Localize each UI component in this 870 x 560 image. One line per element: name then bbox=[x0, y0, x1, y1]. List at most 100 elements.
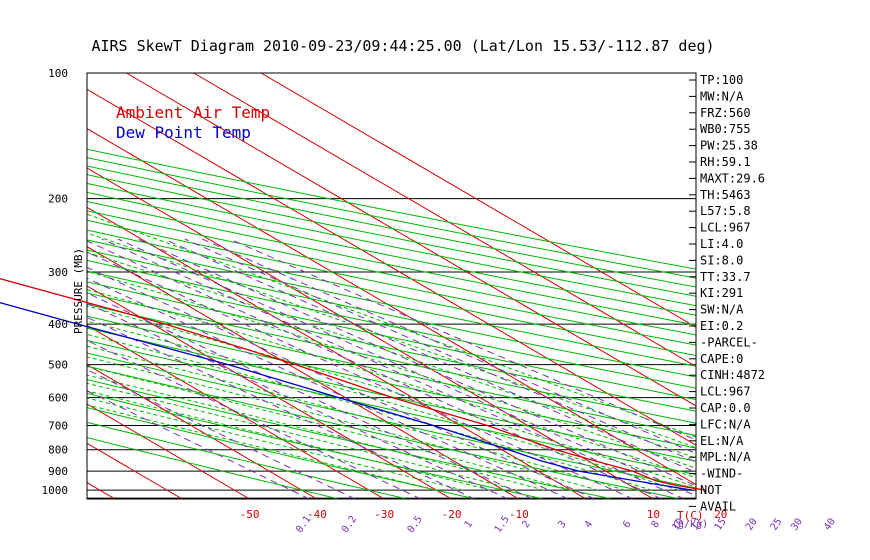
moist-adiabat-line bbox=[87, 305, 696, 488]
pressure-tick-label: 200 bbox=[48, 193, 68, 206]
pressure-tick-label: 300 bbox=[48, 266, 68, 279]
dry-adiabat-line bbox=[87, 191, 696, 316]
index-value: MW:N/A bbox=[700, 89, 744, 103]
pressure-tick-label: 100 bbox=[48, 67, 68, 80]
moist-adiabat-line bbox=[87, 390, 491, 491]
legend-ambient-air-temp: Ambient Air Temp bbox=[116, 103, 270, 122]
dry-adiabat-line bbox=[87, 437, 340, 499]
dry-adiabat-line bbox=[87, 210, 696, 336]
bottom-temp-tick-label: -40 bbox=[307, 508, 327, 521]
series-layer bbox=[0, 277, 706, 491]
dry-adiabat-line bbox=[87, 327, 696, 462]
isotherm-line bbox=[193, 73, 696, 368]
temperature-trace bbox=[0, 277, 706, 491]
dry-adiabat-line bbox=[87, 229, 696, 357]
index-value: LI:4.0 bbox=[700, 237, 743, 251]
dry-adiabat-line bbox=[87, 219, 696, 346]
dry-adiabat-line bbox=[87, 182, 696, 307]
isotherm-line bbox=[260, 73, 696, 328]
bottom-temp-tick-label: -20 bbox=[442, 508, 462, 521]
bottom-temp-tick-label: -50 bbox=[240, 508, 260, 521]
mixing-ratio-label: 1 bbox=[463, 519, 475, 530]
index-value: LFC:N/A bbox=[700, 417, 751, 431]
index-value: KI:291 bbox=[700, 286, 743, 300]
dry-adiabat-line bbox=[87, 239, 696, 367]
dry-adiabat-line bbox=[87, 292, 696, 424]
dry-adiabat-line bbox=[87, 148, 696, 270]
dry-adiabat-line bbox=[87, 315, 696, 449]
moist-adiabat-line bbox=[87, 397, 464, 491]
dry-adiabat-line bbox=[87, 352, 696, 489]
isotherm-line bbox=[126, 73, 696, 407]
index-value: MAXT:29.6 bbox=[700, 171, 765, 185]
moist-adiabat-line bbox=[87, 213, 696, 438]
mixing-ratio-line bbox=[201, 238, 696, 455]
index-value: LCL:967 bbox=[700, 385, 751, 399]
mixing-ratio-line bbox=[184, 238, 696, 463]
dry-adiabat-line bbox=[87, 174, 696, 297]
index-value: CAP:0.0 bbox=[700, 401, 751, 415]
mixing-ratio-line bbox=[87, 316, 476, 499]
dry-adiabat-line bbox=[87, 392, 544, 499]
bottom-temp-tick-label: 10 bbox=[647, 508, 660, 521]
index-value: PW:25.38 bbox=[700, 139, 758, 153]
pressure-tick-label: 500 bbox=[48, 359, 68, 372]
mixing-ratio-line bbox=[137, 238, 696, 487]
index-value: TH:5463 bbox=[700, 188, 751, 202]
isotherm-line bbox=[87, 206, 587, 499]
index-value: FRZ:560 bbox=[700, 106, 751, 120]
bottom-temp-tick-label: -10 bbox=[509, 508, 529, 521]
dry-adiabat-line bbox=[87, 270, 696, 401]
index-value: MPL:N/A bbox=[700, 450, 751, 464]
mixing-ratio-label: 0.5 bbox=[406, 514, 425, 535]
index-value: -WIND- bbox=[700, 467, 743, 481]
isotherm-line bbox=[0, 73, 48, 499]
pressure-tick-label: 400 bbox=[48, 318, 68, 331]
mixing-ratio-label: 6 bbox=[621, 519, 633, 530]
mixing-unit-label: (g/kg) bbox=[672, 519, 708, 530]
index-value: TT:33.7 bbox=[700, 270, 751, 284]
mixing-ratio-label: 25 bbox=[769, 517, 785, 533]
y-axis-label: PRESSURE (MB) bbox=[72, 248, 85, 334]
index-value: LCL:967 bbox=[700, 221, 751, 235]
moist-adiabat-line bbox=[87, 232, 696, 449]
pressure-tick-label: 900 bbox=[48, 465, 68, 478]
mixing-ratio-line bbox=[163, 238, 696, 473]
isotherm-line bbox=[87, 364, 318, 499]
mixing-ratio-line bbox=[101, 238, 685, 499]
pressure-tick-label: 1000 bbox=[42, 484, 69, 497]
mixing-ratio-label: 40 bbox=[822, 516, 838, 532]
mixing-ratio-line bbox=[87, 251, 634, 499]
legend-dew-point-temp: Dew Point Temp bbox=[116, 123, 251, 142]
dry-adiabat-line bbox=[87, 378, 613, 499]
isotherm-line bbox=[87, 128, 696, 486]
dry-adiabat-line bbox=[87, 365, 681, 499]
dry-adiabat-line bbox=[87, 200, 696, 326]
index-panel: TP:100 MW:N/A FRZ:560 WB0:755 PW:25.38 RH:59.… bbox=[689, 73, 765, 513]
index-value: L57:5.8 bbox=[700, 204, 751, 218]
index-value: WB0:755 bbox=[700, 122, 751, 136]
moist-adiabat-line bbox=[87, 365, 572, 491]
moist-adiabat-line bbox=[87, 270, 696, 469]
index-value: EL:N/A bbox=[700, 434, 744, 448]
dry-adiabat-line bbox=[87, 421, 408, 499]
moist-adiabat-line bbox=[87, 356, 599, 491]
dry-adiabat-line bbox=[87, 157, 696, 279]
mixing-ratio-label: 2 bbox=[521, 519, 533, 530]
plot-frame bbox=[86, 72, 697, 500]
mixing-ratio-label: 4 bbox=[583, 519, 595, 530]
index-value: NOT bbox=[700, 483, 722, 497]
moist-adiabat-line bbox=[87, 320, 679, 491]
mixing-ratio-line bbox=[87, 240, 662, 499]
bottom-temp-tick-label: -30 bbox=[374, 508, 394, 521]
moist-adiabat-line bbox=[87, 345, 625, 491]
mixing-ratio-label: 0.2 bbox=[340, 514, 359, 535]
index-value: TP:100 bbox=[700, 73, 743, 87]
grid-layer bbox=[0, 72, 697, 500]
index-value: RH:59.1 bbox=[700, 155, 751, 169]
mixing-ratio-label: 8 bbox=[650, 519, 662, 530]
isotherm-line bbox=[87, 324, 385, 499]
moist-adiabat-line bbox=[87, 251, 696, 459]
dry-adiabat-line bbox=[87, 303, 696, 437]
